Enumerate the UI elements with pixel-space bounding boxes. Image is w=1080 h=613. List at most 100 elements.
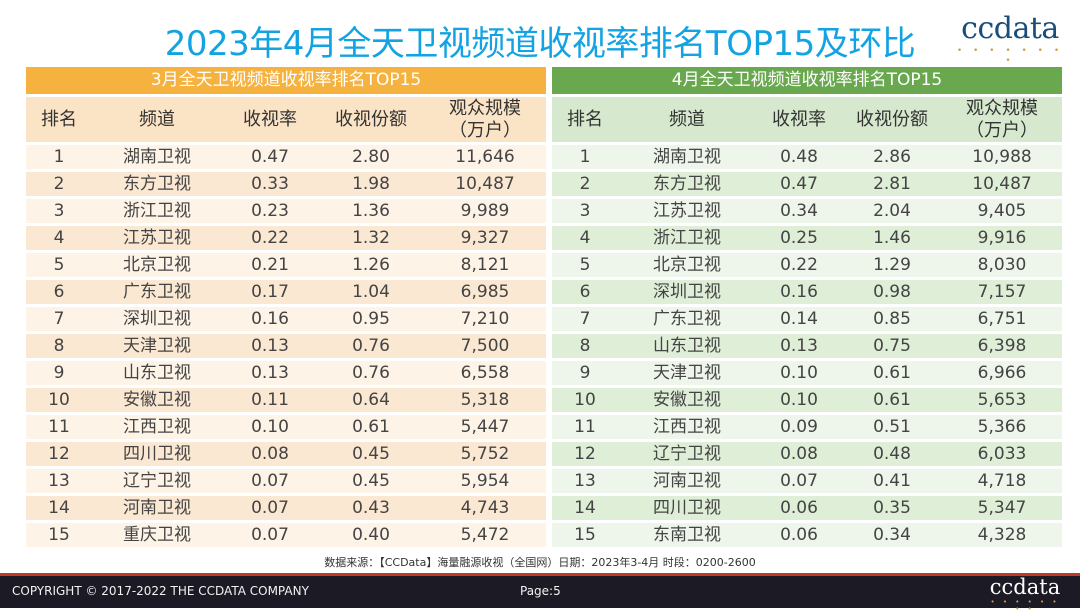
- share-cell: 2.81: [842, 172, 942, 196]
- share-cell: 0.85: [842, 307, 942, 331]
- audience-cell: 10,487: [942, 172, 1062, 196]
- rating-cell: 0.07: [222, 469, 318, 493]
- table-row: 13 河南卫视 0.07 0.41 4,718: [552, 469, 1062, 493]
- table-row: 5 北京卫视 0.21 1.26 8,121: [26, 253, 546, 277]
- channel-cell: 重庆卫视: [92, 523, 222, 547]
- share-cell: 0.41: [842, 469, 942, 493]
- rating-cell: 0.22: [222, 226, 318, 250]
- rating-cell: 0.07: [222, 523, 318, 547]
- march-table-header: 排名 频道 收视率 收视份额 观众规模 （万户）: [26, 97, 546, 142]
- channel-cell: 天津卫视: [92, 334, 222, 358]
- share-cell: 1.26: [318, 253, 424, 277]
- share-cell: 2.86: [842, 145, 942, 169]
- channel-cell: 河南卫视: [92, 496, 222, 520]
- channel-cell: 东方卫视: [618, 172, 756, 196]
- share-cell: 0.95: [318, 307, 424, 331]
- table-row: 2 东方卫视 0.47 2.81 10,487: [552, 172, 1062, 196]
- rank-cell: 15: [552, 523, 618, 547]
- share-cell: 0.40: [318, 523, 424, 547]
- rank-cell: 14: [552, 496, 618, 520]
- col-audience-header: 观众规模 （万户）: [424, 97, 546, 142]
- table-row: 8 山东卫视 0.13 0.75 6,398: [552, 334, 1062, 358]
- col-channel-header: 频道: [618, 97, 756, 142]
- share-cell: 0.35: [842, 496, 942, 520]
- table-row: 4 江苏卫视 0.22 1.32 9,327: [26, 226, 546, 250]
- rank-cell: 7: [552, 307, 618, 331]
- table-row: 13 辽宁卫视 0.07 0.45 5,954: [26, 469, 546, 493]
- rank-cell: 8: [26, 334, 92, 358]
- rating-cell: 0.34: [756, 199, 842, 223]
- table-row: 2 东方卫视 0.33 1.98 10,487: [26, 172, 546, 196]
- march-ranking-panel: 3月全天卫视频道收视率排名TOP15 排名 频道 收视率 收视份额 观众规模 （万…: [26, 67, 546, 552]
- channel-cell: 东方卫视: [92, 172, 222, 196]
- table-row: 6 深圳卫视 0.16 0.98 7,157: [552, 280, 1062, 304]
- april-ranking-table: 排名 频道 收视率 收视份额 观众规模 （万户） 1 湖南卫视 0.48 2.86 10,…: [552, 94, 1062, 550]
- audience-cell: 6,985: [424, 280, 546, 304]
- audience-cell: 5,318: [424, 388, 546, 412]
- rank-cell: 2: [26, 172, 92, 196]
- rank-cell: 3: [26, 199, 92, 223]
- audience-cell: 6,751: [942, 307, 1062, 331]
- channel-cell: 安徽卫视: [92, 388, 222, 412]
- channel-cell: 江苏卫视: [92, 226, 222, 250]
- share-cell: 0.34: [842, 523, 942, 547]
- share-cell: 0.75: [842, 334, 942, 358]
- rating-cell: 0.10: [756, 361, 842, 385]
- share-cell: 1.32: [318, 226, 424, 250]
- share-cell: 0.64: [318, 388, 424, 412]
- share-cell: 0.98: [842, 280, 942, 304]
- audience-cell: 9,405: [942, 199, 1062, 223]
- col-rank-header: 排名: [552, 97, 618, 142]
- audience-cell: 7,210: [424, 307, 546, 331]
- rank-cell: 12: [26, 442, 92, 466]
- audience-cell: 5,347: [942, 496, 1062, 520]
- table-row: 14 河南卫视 0.07 0.43 4,743: [26, 496, 546, 520]
- col-audience-header: 观众规模 （万户）: [942, 97, 1062, 142]
- share-cell: 0.43: [318, 496, 424, 520]
- channel-cell: 北京卫视: [92, 253, 222, 277]
- channel-cell: 四川卫视: [618, 496, 756, 520]
- table-row: 15 重庆卫视 0.07 0.40 5,472: [26, 523, 546, 547]
- page-number: Page:5: [520, 584, 561, 598]
- channel-cell: 江西卫视: [618, 415, 756, 439]
- footer-stripe: [0, 573, 1080, 576]
- rating-cell: 0.06: [756, 523, 842, 547]
- table-row: 15 东南卫视 0.06 0.34 4,328: [552, 523, 1062, 547]
- table-row: 10 安徽卫视 0.10 0.61 5,653: [552, 388, 1062, 412]
- rank-cell: 10: [26, 388, 92, 412]
- share-cell: 0.76: [318, 334, 424, 358]
- audience-cell: 9,916: [942, 226, 1062, 250]
- footer-logo-wordmark: ccdata: [989, 575, 1061, 599]
- rating-cell: 0.13: [222, 361, 318, 385]
- channel-cell: 湖南卫视: [92, 145, 222, 169]
- share-cell: 0.61: [842, 361, 942, 385]
- col-share-header: 收视份额: [318, 97, 424, 142]
- table-row: 11 江西卫视 0.10 0.61 5,447: [26, 415, 546, 439]
- audience-cell: 10,487: [424, 172, 546, 196]
- rank-cell: 13: [26, 469, 92, 493]
- rating-cell: 0.10: [222, 415, 318, 439]
- logo-dots: • • • • • • • •: [956, 46, 1064, 66]
- col-share-header: 收视份额: [842, 97, 942, 142]
- audience-cell: 6,398: [942, 334, 1062, 358]
- table-row: 3 浙江卫视 0.23 1.36 9,989: [26, 199, 546, 223]
- audience-cell: 4,743: [424, 496, 546, 520]
- logo-wordmark: ccdata: [961, 11, 1059, 46]
- share-cell: 1.04: [318, 280, 424, 304]
- rank-cell: 5: [552, 253, 618, 277]
- march-table-body: 1 湖南卫视 0.47 2.80 11,646 2 东方卫视 0.33 1.98 10,487 3 浙…: [26, 145, 546, 547]
- channel-cell: 深圳卫视: [618, 280, 756, 304]
- rank-cell: 11: [26, 415, 92, 439]
- col-rating-header: 收视率: [756, 97, 842, 142]
- rating-cell: 0.07: [222, 496, 318, 520]
- rating-cell: 0.17: [222, 280, 318, 304]
- rank-cell: 4: [26, 226, 92, 250]
- table-row: 7 深圳卫视 0.16 0.95 7,210: [26, 307, 546, 331]
- footer-bar: COPYRIGHT © 2017-2022 THE CCDATA COMPANY…: [0, 573, 1080, 613]
- rank-cell: 5: [26, 253, 92, 277]
- table-row: 1 湖南卫视 0.48 2.86 10,988: [552, 145, 1062, 169]
- footer-ccdata-logo: ccdata • • • • • • • •: [985, 575, 1065, 613]
- table-row: 10 安徽卫视 0.11 0.64 5,318: [26, 388, 546, 412]
- channel-cell: 河南卫视: [618, 469, 756, 493]
- rank-cell: 11: [552, 415, 618, 439]
